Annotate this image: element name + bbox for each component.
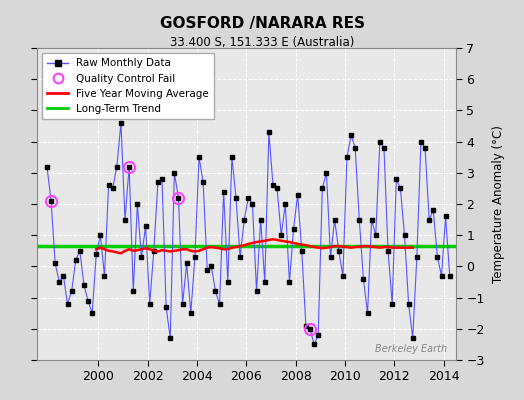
Y-axis label: Temperature Anomaly (°C): Temperature Anomaly (°C) bbox=[492, 125, 505, 283]
Legend: Raw Monthly Data, Quality Control Fail, Five Year Moving Average, Long-Term Tren: Raw Monthly Data, Quality Control Fail, … bbox=[42, 53, 214, 119]
Text: GOSFORD /NARARA RES: GOSFORD /NARARA RES bbox=[159, 16, 365, 31]
Text: 33.400 S, 151.333 E (Australia): 33.400 S, 151.333 E (Australia) bbox=[170, 36, 354, 49]
Text: Berkeley Earth: Berkeley Earth bbox=[375, 344, 447, 354]
